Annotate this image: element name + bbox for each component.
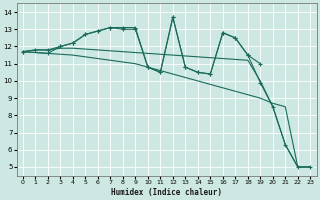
X-axis label: Humidex (Indice chaleur): Humidex (Indice chaleur) xyxy=(111,188,222,197)
